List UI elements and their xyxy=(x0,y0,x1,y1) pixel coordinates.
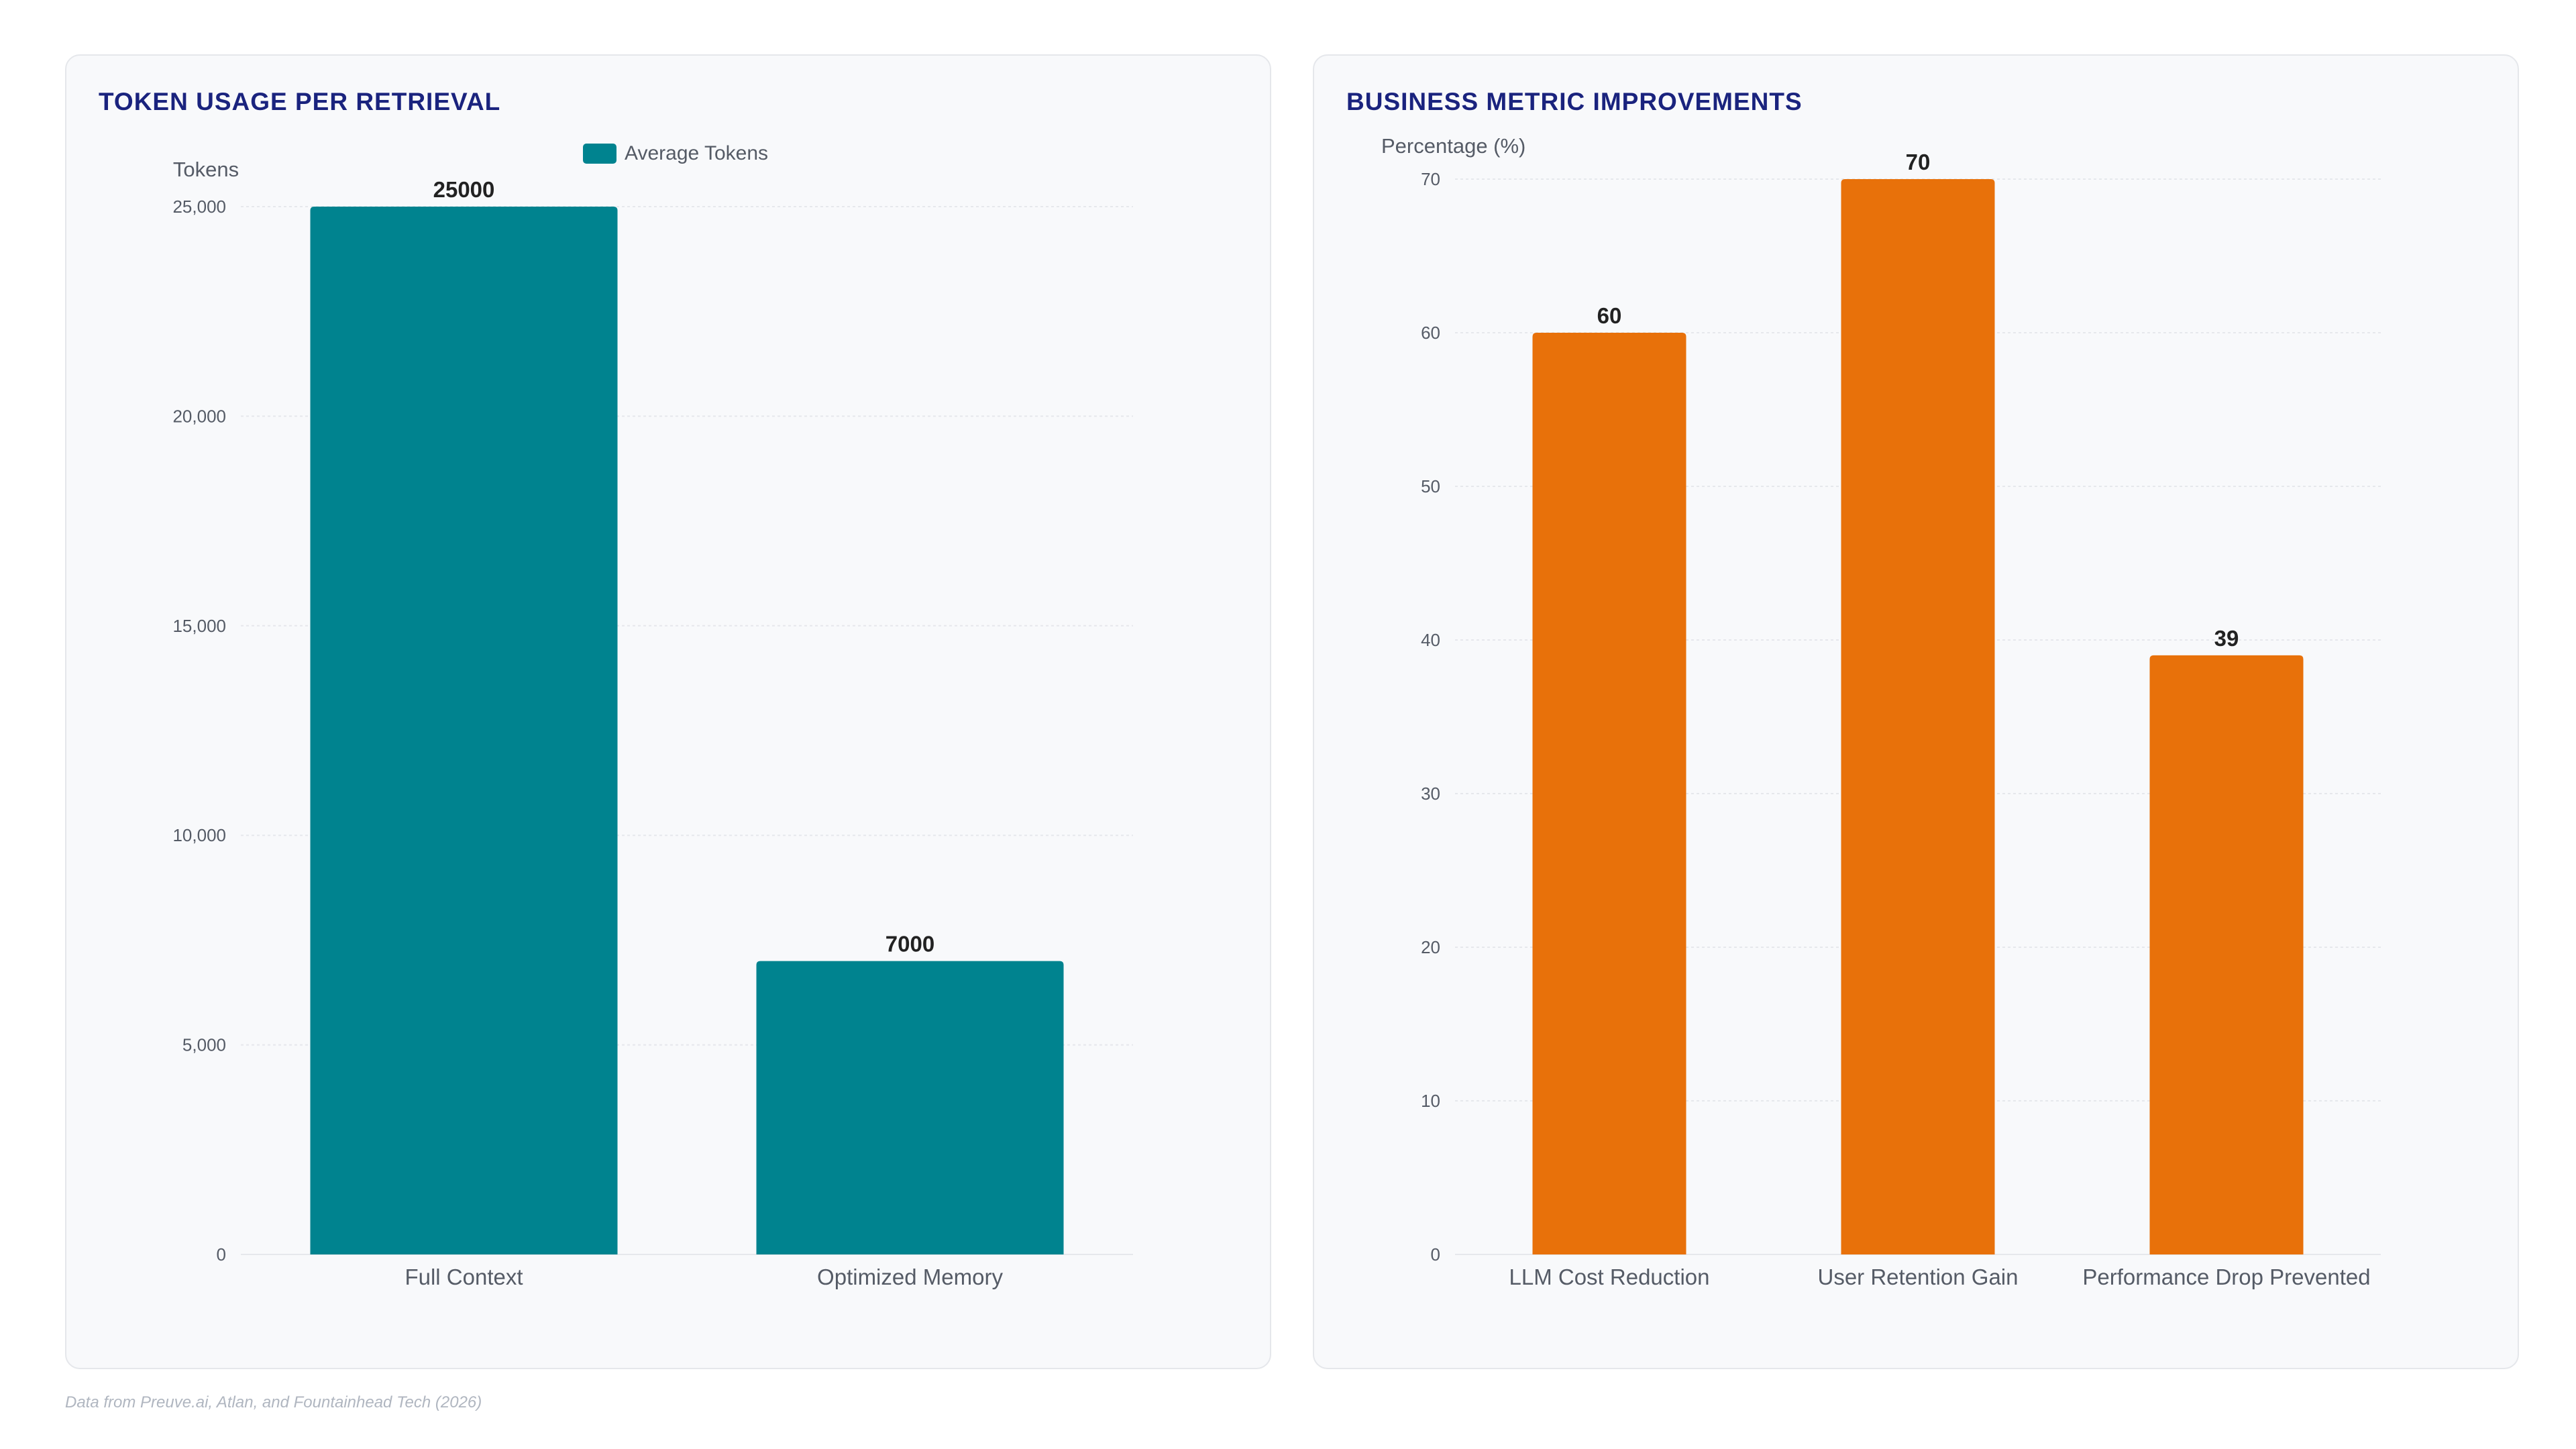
data-label: 7000 xyxy=(885,932,934,957)
chart-title: TOKEN USAGE PER RETRIEVAL xyxy=(99,88,501,115)
source-footnote: Data from Preuve.ai, Atlan, and Fountain… xyxy=(65,1393,482,1411)
bar-optimized-memory xyxy=(756,961,1064,1254)
chart-title: BUSINESS METRIC IMPROVEMENTS xyxy=(1346,88,1803,115)
y-axis-title: Tokens xyxy=(173,158,239,181)
x-tick-label: Optimized Memory xyxy=(817,1265,1003,1289)
y-tick-label: 60 xyxy=(1421,323,1440,343)
legend-label: Average Tokens xyxy=(625,142,768,164)
y-tick-label: 20 xyxy=(1421,937,1440,957)
y-tick-label: 20,000 xyxy=(172,406,226,426)
y-tick-label: 5,000 xyxy=(182,1035,226,1055)
x-tick-label: User Retention Gain xyxy=(1818,1265,2019,1289)
y-tick-label: 0 xyxy=(217,1244,226,1265)
x-tick-label: Performance Drop Prevented xyxy=(2082,1265,2370,1289)
bar-user-retention-gain xyxy=(1841,179,1995,1254)
y-tick-label: 15,000 xyxy=(172,616,226,636)
data-label: 70 xyxy=(1906,150,1931,174)
bar-full-context xyxy=(310,207,618,1254)
y-tick-label: 70 xyxy=(1421,169,1440,189)
data-label: 39 xyxy=(2214,626,2239,651)
business-metrics-chart-panel: BUSINESS METRIC IMPROVEMENTS 0 10 20 30 40 50… xyxy=(1313,54,2519,1369)
x-tick-label: Full Context xyxy=(405,1265,523,1289)
data-label: 60 xyxy=(1597,303,1622,328)
y-axis-title: Percentage (%) xyxy=(1381,134,1525,158)
y-tick-label: 50 xyxy=(1421,476,1440,496)
y-tick-label: 30 xyxy=(1421,784,1440,804)
y-tick-label: 0 xyxy=(1431,1244,1440,1265)
y-tick-label: 10 xyxy=(1421,1091,1440,1111)
token-usage-chart: 0 5,000 10,000 15,000 20,000 25,000 Tokens Aver… xyxy=(172,142,1133,1289)
bar-performance-drop-prevented xyxy=(2149,655,2304,1254)
business-metrics-chart: 0 10 20 30 40 50 60 70 Percentage (%) 60 LLM Cost … xyxy=(1381,134,2381,1289)
y-tick-label: 10,000 xyxy=(172,825,226,845)
legend-swatch xyxy=(583,144,616,164)
bar-llm-cost-reduction xyxy=(1532,333,1686,1254)
y-tick-label: 40 xyxy=(1421,630,1440,650)
token-usage-chart-panel: TOKEN USAGE PER RETRIEVAL 0 5,000 10,000 15… xyxy=(65,54,1271,1369)
x-tick-label: LLM Cost Reduction xyxy=(1509,1265,1710,1289)
y-tick-label: 25,000 xyxy=(172,197,226,217)
data-label: 25000 xyxy=(433,177,495,202)
